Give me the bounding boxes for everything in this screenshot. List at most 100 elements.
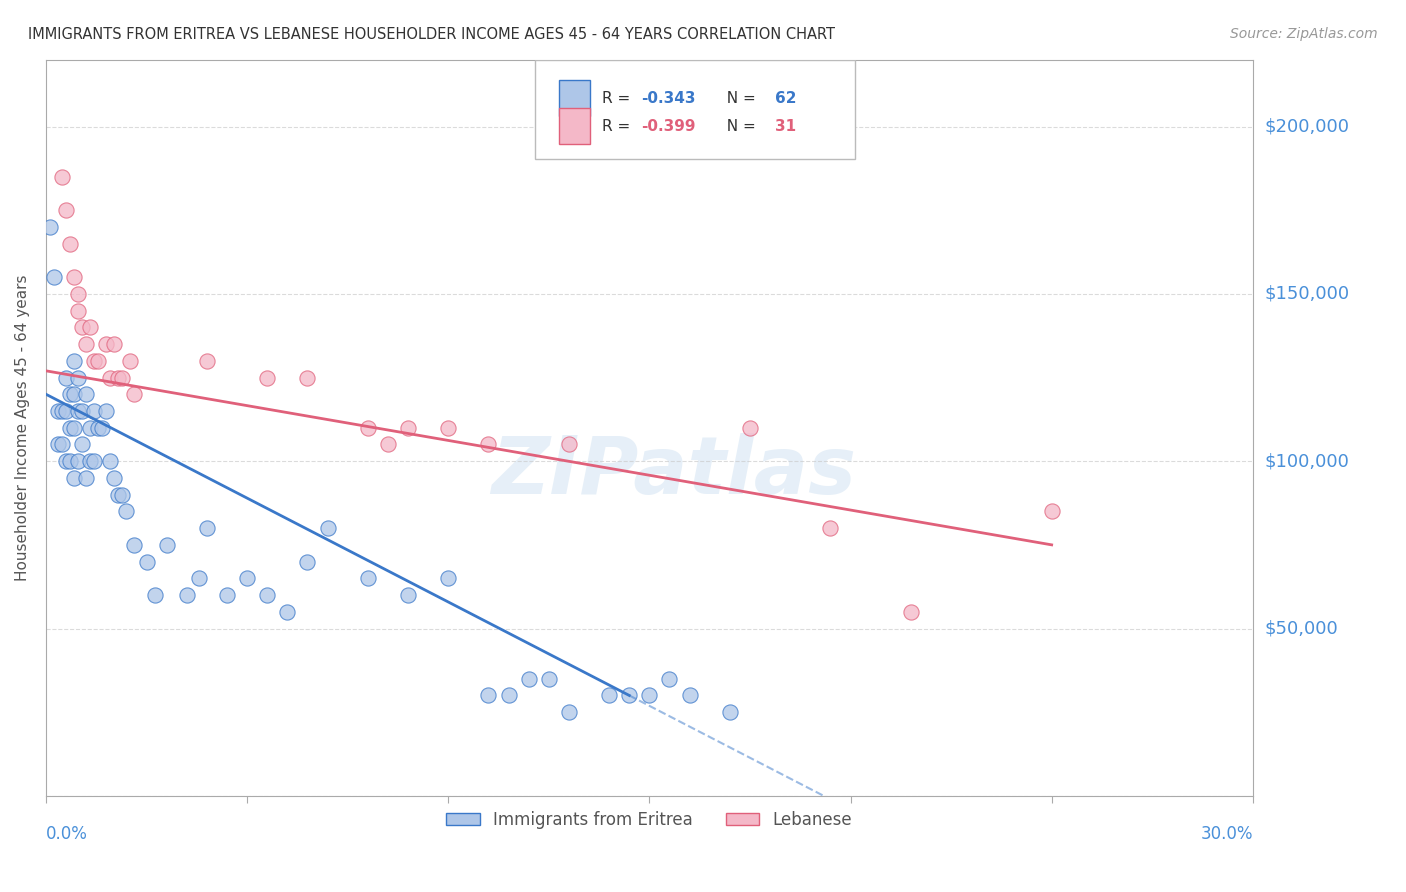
Point bbox=[619, 689, 641, 703]
Point bbox=[498, 689, 520, 703]
Point bbox=[517, 672, 540, 686]
Point bbox=[135, 555, 157, 569]
Point bbox=[377, 437, 399, 451]
Point bbox=[83, 454, 105, 468]
Point bbox=[87, 353, 110, 368]
Point bbox=[156, 538, 179, 552]
Point bbox=[46, 404, 69, 418]
Point bbox=[437, 421, 460, 435]
Point bbox=[63, 270, 86, 285]
Point bbox=[115, 504, 138, 518]
Y-axis label: Householder Income Ages 45 - 64 years: Householder Income Ages 45 - 64 years bbox=[15, 275, 30, 581]
Point bbox=[70, 320, 93, 334]
Point bbox=[256, 588, 278, 602]
Text: IMMIGRANTS FROM ERITREA VS LEBANESE HOUSEHOLDER INCOME AGES 45 - 64 YEARS CORREL: IMMIGRANTS FROM ERITREA VS LEBANESE HOUS… bbox=[28, 27, 835, 42]
Point bbox=[83, 404, 105, 418]
Point bbox=[67, 303, 90, 318]
FancyBboxPatch shape bbox=[534, 60, 855, 159]
Point bbox=[477, 437, 499, 451]
Point bbox=[396, 588, 419, 602]
Legend: Immigrants from Eritrea, Lebanese: Immigrants from Eritrea, Lebanese bbox=[440, 804, 859, 836]
Point bbox=[124, 387, 146, 401]
Text: $200,000: $200,000 bbox=[1265, 118, 1350, 136]
Point bbox=[297, 370, 319, 384]
Point bbox=[51, 169, 73, 184]
Point bbox=[63, 421, 86, 435]
Point bbox=[98, 370, 121, 384]
Text: 30.0%: 30.0% bbox=[1201, 825, 1253, 843]
Point bbox=[187, 571, 209, 585]
Text: -0.343: -0.343 bbox=[641, 91, 696, 106]
Point bbox=[42, 270, 65, 285]
Point bbox=[91, 421, 114, 435]
Text: 0.0%: 0.0% bbox=[46, 825, 87, 843]
Point bbox=[638, 689, 661, 703]
Point bbox=[55, 404, 77, 418]
Text: $150,000: $150,000 bbox=[1265, 285, 1350, 303]
Point bbox=[59, 236, 82, 251]
Point bbox=[111, 370, 134, 384]
Point bbox=[75, 471, 97, 485]
Point bbox=[537, 672, 560, 686]
FancyBboxPatch shape bbox=[558, 80, 591, 116]
Point bbox=[70, 437, 93, 451]
Point bbox=[820, 521, 842, 535]
Text: ZIPatlas: ZIPatlas bbox=[491, 433, 856, 511]
Text: $50,000: $50,000 bbox=[1265, 620, 1339, 638]
Point bbox=[55, 370, 77, 384]
Text: 62: 62 bbox=[775, 91, 796, 106]
Point bbox=[67, 454, 90, 468]
Point bbox=[107, 370, 129, 384]
Point bbox=[67, 286, 90, 301]
Point bbox=[297, 555, 319, 569]
Point bbox=[55, 454, 77, 468]
Point bbox=[658, 672, 681, 686]
Point bbox=[107, 488, 129, 502]
Point bbox=[59, 387, 82, 401]
Point bbox=[176, 588, 198, 602]
Point bbox=[103, 471, 125, 485]
Point bbox=[55, 203, 77, 218]
Point bbox=[75, 387, 97, 401]
Point bbox=[738, 421, 761, 435]
Point bbox=[143, 588, 166, 602]
Point bbox=[51, 404, 73, 418]
Point bbox=[63, 471, 86, 485]
Text: N =: N = bbox=[717, 91, 761, 106]
Point bbox=[357, 571, 380, 585]
Point bbox=[98, 454, 121, 468]
Point bbox=[558, 437, 581, 451]
Point bbox=[195, 521, 218, 535]
Point bbox=[83, 353, 105, 368]
Text: -0.399: -0.399 bbox=[641, 119, 696, 134]
Point bbox=[63, 387, 86, 401]
Point bbox=[316, 521, 339, 535]
Point bbox=[70, 404, 93, 418]
Point bbox=[67, 404, 90, 418]
Point bbox=[79, 421, 101, 435]
Point bbox=[87, 421, 110, 435]
Point bbox=[96, 404, 118, 418]
Point bbox=[236, 571, 259, 585]
Point bbox=[1040, 504, 1063, 518]
Text: 31: 31 bbox=[775, 119, 796, 134]
Point bbox=[396, 421, 419, 435]
Point bbox=[59, 421, 82, 435]
Point bbox=[67, 370, 90, 384]
FancyBboxPatch shape bbox=[558, 108, 591, 145]
Text: Source: ZipAtlas.com: Source: ZipAtlas.com bbox=[1230, 27, 1378, 41]
Point bbox=[558, 705, 581, 719]
Point bbox=[75, 337, 97, 351]
Point bbox=[39, 219, 62, 234]
Point bbox=[79, 320, 101, 334]
Point bbox=[124, 538, 146, 552]
Point bbox=[51, 437, 73, 451]
Text: $100,000: $100,000 bbox=[1265, 452, 1350, 470]
Point bbox=[477, 689, 499, 703]
Point bbox=[276, 605, 298, 619]
Point bbox=[79, 454, 101, 468]
Text: N =: N = bbox=[717, 119, 761, 134]
Point bbox=[63, 353, 86, 368]
Point bbox=[256, 370, 278, 384]
Point bbox=[678, 689, 700, 703]
